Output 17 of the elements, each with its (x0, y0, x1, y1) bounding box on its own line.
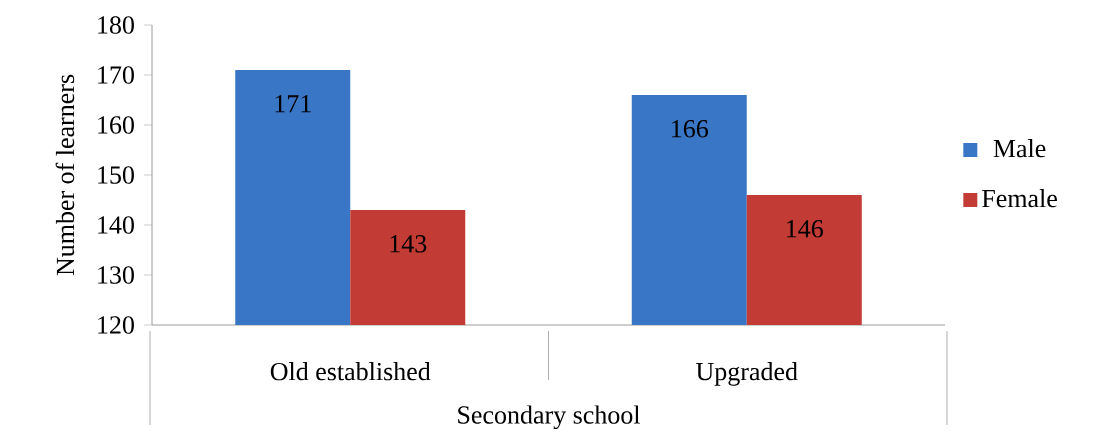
x-tick-label: Old established (270, 362, 431, 381)
data-label: 166 (672, 120, 708, 138)
data-label: 171 (275, 95, 311, 113)
y-axis-title: Number of learners (55, 74, 75, 276)
y-tick-label: 180 (98, 16, 134, 34)
y-tick-label: 150 (98, 166, 134, 184)
y-tick-label: 160 (98, 116, 134, 134)
x-tick-label: Upgraded (696, 362, 798, 386)
data-label: 143 (390, 235, 427, 253)
x-axis-title: Secondary school (458, 405, 641, 430)
y-tick-label: 130 (98, 266, 134, 284)
y-tick-label: 140 (98, 216, 134, 234)
legend-label: Female (982, 189, 1057, 208)
data-label: 146 (787, 220, 823, 238)
y-tick-label: 170 (98, 66, 134, 84)
legend-label: Male (993, 139, 1046, 158)
y-tick-label: 120 (98, 316, 134, 334)
